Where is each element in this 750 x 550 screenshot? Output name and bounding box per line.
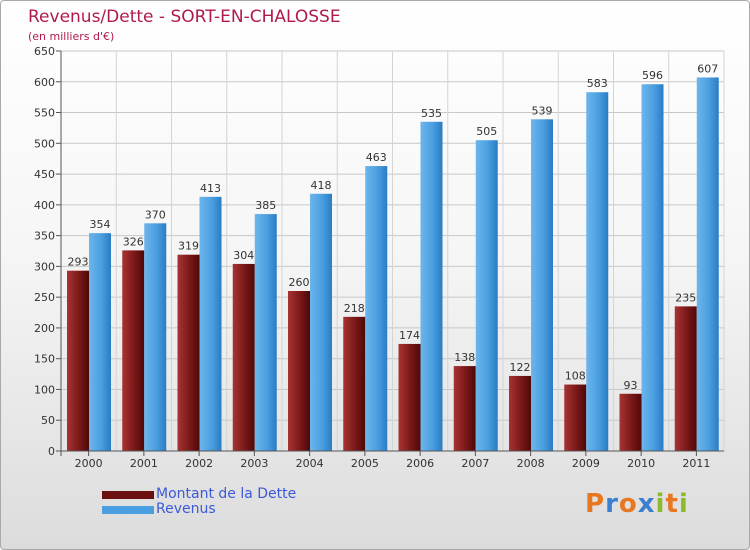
x-tick-label: 2009: [572, 457, 600, 470]
data-label-debt-2011: 235: [675, 291, 696, 304]
bar-debt-2007: [453, 366, 476, 451]
bar-debt-2010: [619, 393, 642, 451]
logo-letter: i: [655, 489, 666, 519]
x-tick-label: 2005: [351, 457, 379, 470]
data-labels: 293 354 326 370 319 413 304 385 260 418 218 463 174 5…: [68, 62, 719, 391]
y-tick-label: 550: [34, 107, 55, 120]
x-tick-label: 2001: [130, 457, 158, 470]
data-label-debt-2001: 326: [123, 235, 144, 248]
y-tick-label: 0: [48, 445, 55, 458]
data-label-revenue-2005: 463: [366, 151, 387, 164]
bar-revenue-2003: [254, 214, 277, 451]
logo-letter: o: [618, 489, 638, 519]
data-label-debt-2002: 319: [178, 240, 199, 253]
axes: 0 50 100 150 200 250 300 350 400 450 500 550 600 650 2…: [34, 45, 724, 470]
x-tick-label: 2007: [461, 457, 489, 470]
legend-label-revenue: Revenus: [156, 501, 216, 517]
logo-letter: P: [585, 489, 606, 519]
bar-debt-2011: [674, 306, 697, 451]
bar-revenue-2001: [144, 223, 167, 451]
y-tick-label: 150: [34, 353, 55, 366]
y-tick-label: 450: [34, 168, 55, 181]
data-label-debt-2009: 108: [565, 370, 586, 383]
legend-swatch-debt: [102, 491, 154, 499]
chart-title: Revenus/Dette - SORT-EN-CHALOSSE: [28, 7, 341, 27]
logo-letter: r: [605, 489, 619, 519]
bar-revenue-2008: [531, 119, 553, 452]
bar-revenue-2010: [641, 84, 664, 451]
data-label-revenue-2008: 539: [532, 104, 553, 117]
y-tick-label: 300: [34, 260, 55, 273]
bar-debt-2003: [232, 263, 255, 451]
bar-debt-2004: [288, 291, 310, 451]
bar-debt-2009: [564, 384, 587, 451]
data-label-debt-2004: 260: [289, 276, 310, 289]
proxiti-logo: Proxiti: [585, 489, 689, 519]
bar-revenue-2006: [420, 121, 443, 452]
bar-revenue-2000: [89, 233, 111, 451]
data-label-debt-2007: 138: [454, 351, 475, 364]
bar-revenue-2002: [199, 196, 222, 451]
data-label-revenue-2003: 385: [255, 199, 276, 212]
data-label-revenue-2009: 583: [587, 77, 608, 90]
bar-revenue-2007: [475, 140, 498, 451]
y-tick-label: 200: [34, 322, 55, 335]
y-tick-label: 650: [34, 45, 55, 58]
data-label-debt-2000: 293: [68, 256, 89, 269]
bar-revenue-2009: [586, 92, 609, 451]
bar-debt-2001: [122, 250, 145, 451]
data-label-revenue-2002: 413: [200, 182, 221, 195]
data-label-revenue-2000: 354: [90, 218, 111, 231]
x-tick-label: 2006: [406, 457, 434, 470]
x-tick-label: 2008: [517, 457, 545, 470]
data-label-revenue-2001: 370: [145, 208, 166, 221]
bar-revenue-2005: [365, 166, 388, 452]
x-tick-label: 2004: [296, 457, 324, 470]
x-tick-label: 2002: [185, 457, 213, 470]
bar-debt-2005: [343, 316, 366, 451]
y-tick-label: 500: [34, 137, 55, 150]
logo-letter: i: [678, 489, 689, 519]
bar-debt-2000: [67, 270, 89, 451]
x-tick-label: 2010: [627, 457, 655, 470]
legend-swatch-revenue: [102, 506, 154, 514]
bar-debt-2006: [398, 343, 421, 451]
bar-revenue-2011: [696, 77, 719, 451]
data-label-revenue-2011: 607: [697, 62, 718, 75]
y-tick-label: 250: [34, 291, 55, 304]
data-label-debt-2006: 174: [399, 329, 420, 342]
y-tick-label: 50: [41, 414, 55, 427]
x-tick-label: 2000: [75, 457, 103, 470]
y-tick-label: 100: [34, 383, 55, 396]
data-label-revenue-2007: 505: [476, 125, 497, 138]
data-label-debt-2010: 93: [624, 379, 638, 392]
y-tick-label: 400: [34, 199, 55, 212]
bar-debt-2002: [177, 254, 200, 451]
data-label-debt-2005: 218: [344, 302, 365, 315]
data-label-debt-2003: 304: [233, 249, 254, 262]
x-tick-label: 2011: [682, 457, 710, 470]
data-label-debt-2008: 122: [510, 361, 531, 374]
data-label-revenue-2004: 418: [311, 179, 332, 192]
legend-label-debt: Montant de la Dette: [156, 486, 297, 502]
data-label-revenue-2010: 596: [642, 69, 663, 82]
x-tick-label: 2003: [240, 457, 268, 470]
bars: [67, 77, 719, 452]
data-label-revenue-2006: 535: [421, 107, 442, 120]
bar-debt-2008: [509, 375, 531, 451]
y-tick-label: 350: [34, 230, 55, 243]
y-tick-label: 600: [34, 76, 55, 89]
bar-revenue-2004: [310, 193, 332, 451]
logo-letter: x: [637, 489, 656, 519]
chart-subtitle: (en milliers d'€): [28, 30, 115, 43]
logo-letter: t: [665, 489, 679, 519]
